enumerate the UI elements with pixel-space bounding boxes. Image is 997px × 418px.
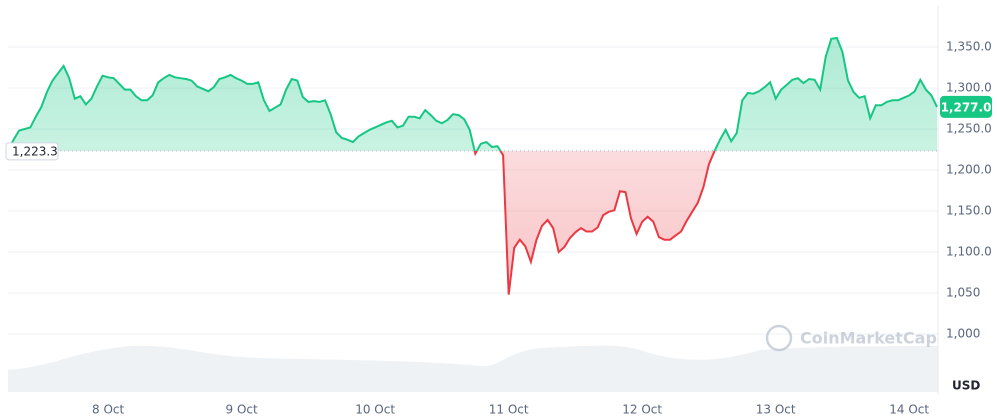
x-tick-label: 11 Oct xyxy=(489,403,529,417)
volume-area xyxy=(8,345,938,392)
watermark-text: CoinMarketCap xyxy=(800,329,937,348)
area-up xyxy=(8,38,937,151)
x-tick-label: 9 Oct xyxy=(226,403,258,417)
price-line-down xyxy=(7,150,716,295)
y-tick-label: 1,200.0 xyxy=(946,162,992,176)
area-down xyxy=(8,150,715,295)
y-tick-label: 1,100.0 xyxy=(946,244,992,258)
x-tick-label: 14 Oct xyxy=(889,403,929,417)
y-tick-label: 1,300.0 xyxy=(946,80,992,94)
y-tick-label: 1,050 xyxy=(946,285,980,299)
y-tick-label: 1,150.0 xyxy=(946,203,992,217)
last-price-box xyxy=(940,95,992,118)
y-axis-label: USD xyxy=(952,379,980,393)
watermark: CoinMarketCap xyxy=(765,324,937,352)
x-tick-label: 10 Oct xyxy=(355,403,395,417)
area xyxy=(8,38,937,295)
baseline-label: 1,223.3 xyxy=(12,144,58,158)
last-price-label: 1,277.0 xyxy=(941,100,992,114)
baseline-label-box xyxy=(5,142,59,161)
x-tick-label: 8 Oct xyxy=(92,403,124,417)
watermark-logo xyxy=(765,324,793,352)
y-tick-label: 1,250.0 xyxy=(946,121,992,135)
price-line-up xyxy=(7,36,938,151)
y-tick-label: 1,350.0 xyxy=(946,39,992,53)
x-tick-label: 13 Oct xyxy=(756,403,796,417)
y-tick-label: 1,000 xyxy=(946,326,980,340)
x-tick-label: 12 Oct xyxy=(622,403,662,417)
